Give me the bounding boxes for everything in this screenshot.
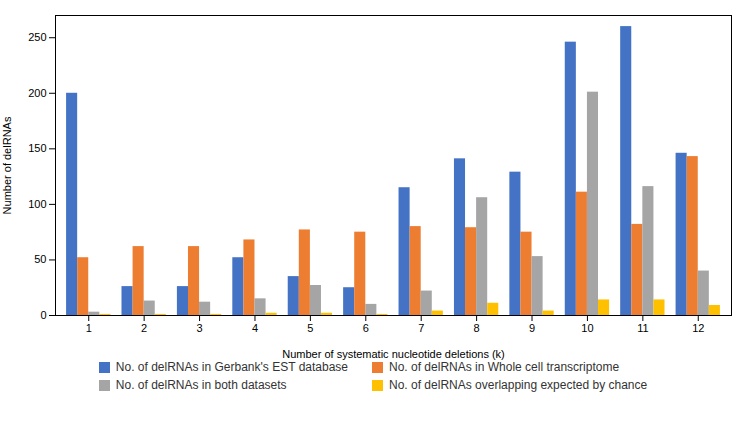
html-text:No. of delRNAs in both dataset: No. of delRNAs in both datasets [115, 378, 287, 392]
svg-text:4: 4 [252, 322, 258, 334]
svg-text:200: 200 [28, 87, 46, 99]
svg-text:100: 100 [28, 198, 46, 210]
svg-text:1: 1 [86, 322, 92, 334]
svg-text:3: 3 [197, 322, 203, 334]
html-text:No. of delRNAs in Whole cell t: No. of delRNAs in Whole cell transcripto… [389, 360, 620, 374]
svg-text:7: 7 [418, 322, 424, 334]
svg-text:6: 6 [363, 322, 369, 334]
html-text:No. of delRNAs overlapping exp: No. of delRNAs overlapping expected by c… [389, 378, 648, 392]
svg-text:8: 8 [474, 322, 480, 334]
svg-text:Number of systematic nucleotid: Number of systematic nucleotide deletion… [282, 348, 505, 360]
svg-text:Number of delRNAs: Number of delRNAs [1, 116, 13, 214]
html-text:No. of delRNAs in Gerbank's ES: No. of delRNAs in Gerbank's EST database [115, 360, 348, 374]
svg-text:150: 150 [28, 142, 46, 154]
svg-text:5: 5 [307, 322, 313, 334]
svg-text:11: 11 [637, 322, 648, 334]
svg-text:9: 9 [529, 322, 535, 334]
svg-text:10: 10 [581, 322, 593, 334]
svg-text:12: 12 [692, 322, 704, 334]
svg-text:250: 250 [28, 31, 46, 43]
svg-text:0: 0 [40, 309, 46, 321]
svg-text:50: 50 [34, 253, 46, 265]
svg-text:2: 2 [141, 322, 147, 334]
